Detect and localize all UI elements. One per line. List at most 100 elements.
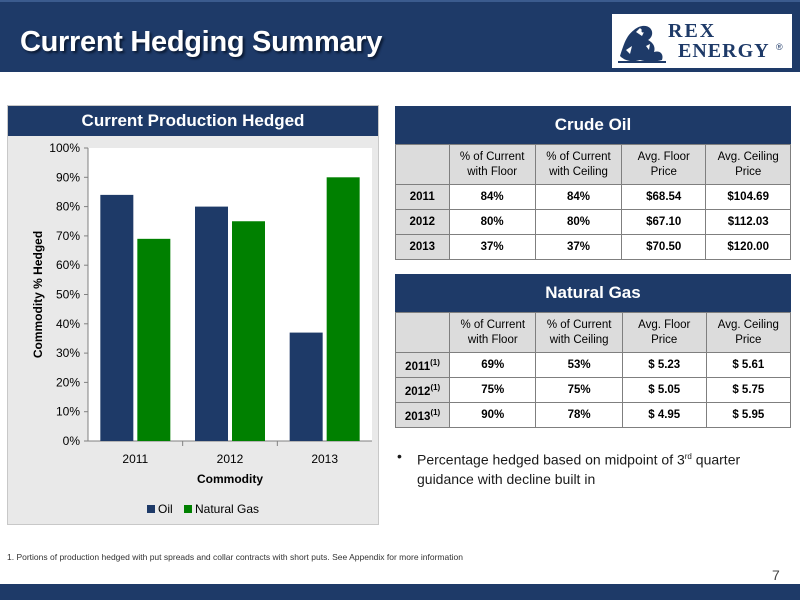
y-tick-label: 70% bbox=[56, 229, 80, 243]
chart-title: Current Production Hedged bbox=[8, 106, 378, 136]
crude-oil-column-header: % of Current with Floor bbox=[448, 144, 536, 185]
natural-gas-table-row: 2012(1) 75% 75% $ 5.05 $ 5.75 bbox=[394, 377, 792, 403]
footnote: 1. Portions of production hedged with pu… bbox=[7, 552, 463, 562]
crude-oil-floor-price-cell: $67.10 bbox=[621, 209, 707, 235]
crude-oil-ceiling-price-cell: $112.03 bbox=[705, 209, 791, 235]
bullet-marker: • bbox=[397, 448, 402, 464]
natural-gas-table-row: 2011(1) 69% 53% $ 5.23 $ 5.61 bbox=[394, 352, 792, 378]
y-tick-label: 40% bbox=[56, 317, 80, 331]
crude-oil-floor-pct-cell: 37% bbox=[448, 234, 536, 260]
crude-oil-table: % of Current with Floor% of Current with… bbox=[395, 144, 791, 260]
crude-oil-column-header: Avg. Ceiling Price bbox=[705, 144, 791, 185]
header-bar: Current Hedging Summary REX ENERGY ® bbox=[0, 0, 800, 72]
natural-gas-floor-pct-cell: 75% bbox=[449, 377, 537, 403]
bar-natural-gas bbox=[137, 238, 171, 441]
bar-oil bbox=[100, 194, 134, 441]
x-tick-label: 2011 bbox=[122, 452, 148, 466]
y-axis-title: Commodity % Hedged bbox=[31, 231, 45, 358]
y-tick-label: 20% bbox=[56, 375, 80, 389]
bar-oil bbox=[289, 332, 323, 441]
crude-oil-table-row: 2013 37% 37% $70.50 $120.00 bbox=[395, 234, 791, 260]
crude-oil-header-row: % of Current with Floor% of Current with… bbox=[395, 144, 791, 185]
natural-gas-table-row: 2013(1) 90% 78% $ 4.95 $ 5.95 bbox=[394, 402, 792, 428]
bullet-text-sup: rd bbox=[684, 452, 692, 461]
y-tick-label: 0% bbox=[63, 434, 81, 448]
crude-oil-column-header: Avg. Floor Price bbox=[621, 144, 707, 185]
natural-gas-year-cell: 2013(1) bbox=[394, 402, 451, 428]
natural-gas-column-header: Avg. Floor Price bbox=[621, 312, 707, 353]
natural-gas-ceiling-pct-cell: 78% bbox=[535, 402, 623, 428]
crude-oil-year-cell: 2012 bbox=[395, 209, 450, 235]
natural-gas-floor-pct-cell: 69% bbox=[449, 352, 537, 378]
natural-gas-year-cell: 2011(1) bbox=[394, 352, 451, 378]
header-top-line bbox=[0, 0, 800, 2]
crude-oil-floor-price-cell: $70.50 bbox=[621, 234, 707, 260]
natural-gas-ceiling-pct-cell: 53% bbox=[535, 352, 623, 378]
y-tick-label: 80% bbox=[56, 200, 80, 214]
logo-text-energy: ENERGY bbox=[678, 40, 770, 62]
bullet-text: Percentage hedged based on midpoint of 3… bbox=[417, 447, 757, 489]
crude-oil-title: Crude Oil bbox=[395, 106, 791, 144]
natural-gas-floor-price-cell: $ 4.95 bbox=[621, 402, 707, 428]
bar-natural-gas bbox=[326, 177, 360, 442]
legend-label: Natural Gas bbox=[195, 502, 259, 516]
natural-gas-ceiling-price-cell: $ 5.61 bbox=[705, 352, 792, 378]
page-number: 7 bbox=[772, 567, 780, 583]
crude-oil-year-cell: 2011 bbox=[395, 184, 450, 210]
bar-natural-gas bbox=[232, 221, 265, 441]
natural-gas-ceiling-pct-cell: 75% bbox=[535, 377, 623, 403]
crude-oil-ceiling-pct-cell: 84% bbox=[534, 184, 623, 210]
crude-oil-table-row: 2012 80% 80% $67.10 $112.03 bbox=[395, 209, 791, 235]
natural-gas-header-row: % of Current with Floor% of Current with… bbox=[394, 312, 792, 353]
crude-oil-year-cell: 2013 bbox=[395, 234, 450, 260]
natural-gas-footnote-ref: (1) bbox=[430, 357, 440, 367]
crude-oil-floor-pct-cell: 80% bbox=[448, 209, 536, 235]
natural-gas-ceiling-price-cell: $ 5.75 bbox=[705, 377, 792, 403]
natural-gas-floor-pct-cell: 90% bbox=[449, 402, 537, 428]
crude-oil-table-panel: Crude Oil % of Current with Floor% of Cu… bbox=[395, 106, 791, 260]
crude-oil-floor-pct-cell: 84% bbox=[448, 184, 536, 210]
crude-oil-column-header: % of Current with Ceiling bbox=[534, 144, 623, 185]
registered-mark: ® bbox=[776, 42, 783, 52]
footer-bar bbox=[0, 584, 800, 600]
legend-label: Oil bbox=[158, 502, 173, 516]
natural-gas-year-cell: 2012(1) bbox=[394, 377, 451, 403]
y-tick-label: 30% bbox=[56, 346, 80, 360]
bar-oil bbox=[195, 206, 228, 441]
natural-gas-column-header: Avg. Ceiling Price bbox=[705, 312, 792, 353]
logo-text-rex: REX bbox=[668, 20, 717, 42]
crude-oil-ceiling-price-cell: $120.00 bbox=[705, 234, 791, 260]
natural-gas-ceiling-price-cell: $ 5.95 bbox=[705, 402, 792, 428]
natural-gas-title: Natural Gas bbox=[395, 274, 791, 312]
natural-gas-column-header: % of Current with Floor bbox=[449, 312, 537, 353]
crude-oil-ceiling-pct-cell: 37% bbox=[534, 234, 623, 260]
rex-energy-logo: REX ENERGY ® bbox=[612, 14, 792, 68]
natural-gas-column-header bbox=[394, 312, 451, 353]
crude-oil-table-row: 2011 84% 84% $68.54 $104.69 bbox=[395, 184, 791, 210]
plot-area bbox=[88, 148, 372, 441]
x-axis-title: Commodity bbox=[197, 472, 263, 486]
natural-gas-column-header: % of Current with Ceiling bbox=[535, 312, 623, 353]
legend-swatch-natural-gas bbox=[184, 505, 192, 513]
crude-oil-ceiling-pct-cell: 80% bbox=[534, 209, 623, 235]
natural-gas-footnote-ref: (1) bbox=[430, 382, 441, 392]
bullet-text-start: Percentage hedged based on midpoint of 3 bbox=[417, 451, 685, 468]
crude-oil-ceiling-price-cell: $104.69 bbox=[705, 184, 791, 210]
production-hedged-bar-chart: 0% 10% 20% 30% 40% 50% 60% 70% 80% 90% 100% 2011 201… bbox=[31, 141, 372, 516]
crude-oil-floor-price-cell: $68.54 bbox=[621, 184, 707, 210]
natural-gas-table: % of Current with Floor% of Current with… bbox=[394, 312, 792, 428]
natural-gas-table-panel: Natural Gas % of Current with Floor% of … bbox=[394, 274, 792, 428]
crude-oil-column-header bbox=[395, 144, 450, 185]
y-tick-label: 100% bbox=[49, 141, 80, 155]
natural-gas-floor-price-cell: $ 5.23 bbox=[621, 352, 707, 378]
bullet-text-end: quarter guidance with decline built in bbox=[417, 451, 741, 487]
y-tick-label: 10% bbox=[56, 405, 80, 419]
legend-swatch-oil bbox=[147, 505, 155, 513]
x-tick-label: 2013 bbox=[311, 452, 338, 466]
y-tick-label: 60% bbox=[56, 258, 80, 272]
natural-gas-floor-price-cell: $ 5.05 bbox=[621, 377, 707, 403]
x-tick-label: 2012 bbox=[217, 452, 244, 466]
y-tick-label: 50% bbox=[56, 288, 80, 302]
chart-panel: Current Production Hedged 0% 10% 20% 30% 40%… bbox=[7, 105, 379, 525]
page-title: Current Hedging Summary bbox=[20, 26, 383, 58]
